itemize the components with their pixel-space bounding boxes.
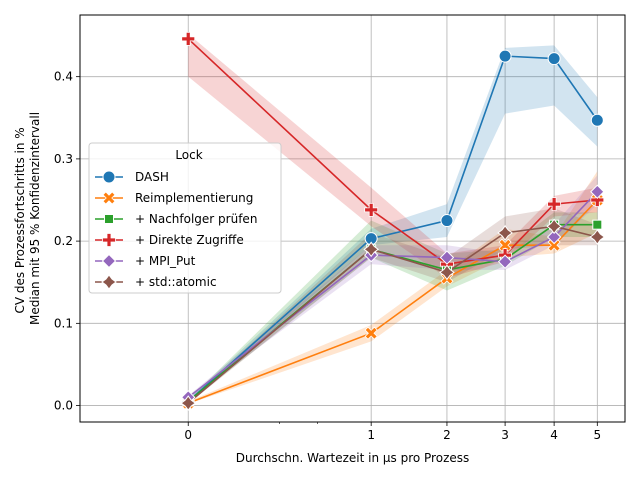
data-point-dash [547, 52, 561, 66]
series-lines [187, 38, 598, 404]
y-tick-label: 0.2 [54, 234, 73, 248]
data-point-std-atomic [497, 225, 513, 241]
data-point-direkte-zugriffe [181, 31, 196, 46]
series-line-reimplementierung [187, 199, 598, 404]
data-point-reimplementierung [498, 238, 512, 252]
x-tick-label: 5 [593, 428, 601, 442]
data-point-mpi-put [546, 229, 562, 245]
data-point-nachfolger-pr-fen [592, 219, 603, 230]
y-axis-label-line-1: CV des Prozessfortschritts in % [13, 127, 27, 313]
data-point-direkte-zugriffe [364, 202, 379, 217]
legend: Lock DASH Reimplementierung + Nachfolger pr… [88, 142, 282, 294]
data-point-direkte-zugriffe [590, 193, 605, 207]
data-point-std-atomic [363, 241, 380, 258]
series-line-std-atomic [187, 225, 598, 404]
y-tick-label: 0.0 [54, 399, 73, 413]
legend-marker [102, 233, 116, 247]
data-point-reimplementierung [364, 326, 378, 340]
legend-marker [101, 274, 117, 290]
legend-entry-label: + MPI_Put [135, 254, 196, 268]
axis-ticks: 0 1 2 3 4 5 0.0 0.1 0.2 0.3 0.4 [54, 70, 601, 442]
x-tick-label: 4 [550, 428, 558, 442]
x-tick-label: 1 [367, 428, 375, 442]
legend-entry-label: + std::atomic [135, 275, 217, 289]
x-tick-label: 2 [443, 428, 451, 442]
legend-entry-label: Reimplementierung [135, 191, 253, 205]
legend-marker [102, 191, 116, 205]
data-point-mpi-put [439, 250, 455, 265]
data-point-std-atomic [180, 395, 197, 411]
data-point-dash [498, 49, 512, 63]
data-point-dash [590, 113, 604, 127]
x-tick-label: 0 [184, 428, 192, 442]
y-tick-label: 0.1 [54, 316, 73, 330]
data-point-std-atomic [589, 229, 606, 245]
series-line-mpi-put [187, 191, 598, 398]
legend-marker [104, 214, 114, 224]
legend-entry-label: + Nachfolger prüfen [135, 212, 257, 226]
x-axis-label: Durchschn. Wartezeit in µs pro Prozess [236, 451, 470, 465]
x-tick-label: 3 [501, 428, 509, 442]
legend-box [88, 142, 282, 294]
y-tick-label: 0.4 [54, 70, 73, 84]
confidence-band-dash [188, 45, 598, 404]
data-point-dash [440, 214, 454, 228]
confidence-band-direkte-zugriffe [188, 33, 598, 279]
data-point-mpi-put [497, 254, 513, 269]
y-tick-label: 0.3 [54, 152, 73, 166]
data-point-mpi-put [590, 184, 605, 199]
legend-title: Lock [175, 148, 202, 162]
y-axis-label: CV des Prozessfortschritts in % Median m… [13, 112, 42, 325]
legend-marker [102, 170, 116, 184]
y-axis-label-line-2: Median mit 95 % Konfidenzintervall [28, 112, 42, 325]
legend-marker [101, 253, 117, 269]
data-point-std-atomic [439, 264, 455, 281]
data-point-direkte-zugriffe [547, 197, 562, 212]
plot-frame [79, 14, 626, 423]
series-line-dash [187, 55, 598, 403]
data-point-std-atomic [546, 218, 562, 235]
legend-entry-label: DASH [135, 170, 169, 184]
series-markers [180, 31, 606, 411]
legend-entry-label: + Direkte Zugriffe [135, 233, 244, 247]
confidence-band-nachfolger-pr-fen [188, 212, 598, 404]
